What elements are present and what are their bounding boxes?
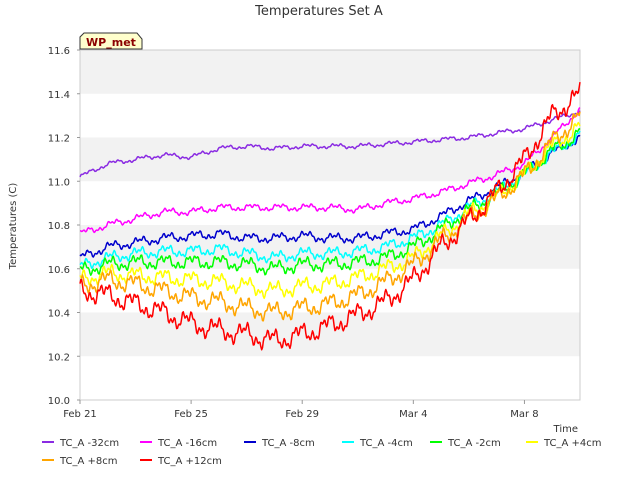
y-tick-label: 11.4 xyxy=(48,90,70,101)
x-tick-label: Feb 29 xyxy=(285,409,319,420)
y-tick-label: 10.2 xyxy=(48,352,70,363)
series-line xyxy=(79,134,581,258)
legend-label: TC_A -16cm xyxy=(157,438,217,449)
x-axis-ticks: Feb 21 Feb 25 Feb 29 Mar 4 Mar 8 xyxy=(63,400,539,420)
legend-label: TC_A -2cm xyxy=(447,438,501,449)
x-tick-label: Mar 4 xyxy=(399,409,427,420)
y-tick-label: 10.4 xyxy=(48,309,70,320)
station-badge: WP_met xyxy=(79,32,143,50)
background-band xyxy=(80,93,580,138)
plot-background-bands xyxy=(80,50,580,400)
series-line xyxy=(79,81,581,351)
background-band xyxy=(80,312,580,357)
y-tick-label: 11.0 xyxy=(48,177,70,188)
series-line xyxy=(79,130,581,269)
series-lines xyxy=(79,81,581,351)
x-axis-label: Time xyxy=(553,424,578,435)
y-tick-label: 11.2 xyxy=(48,134,70,145)
x-tick-label: Feb 25 xyxy=(174,409,208,420)
legend-label: TC_A -32cm xyxy=(59,438,119,449)
legend-label: TC_A -4cm xyxy=(359,438,413,449)
series-line xyxy=(79,110,581,178)
background-band xyxy=(80,137,580,182)
y-axis-ticks: 10.0 10.2 10.4 10.6 10.8 11.0 11.2 11.4 11.6 xyxy=(48,46,80,407)
x-tick-label: Feb 21 xyxy=(63,409,97,420)
legend-label: TC_A +12cm xyxy=(157,456,222,467)
chart-title: Temperatures Set A xyxy=(254,4,383,19)
y-tick-label: 11.6 xyxy=(48,46,70,57)
legend: TC_A -32cm TC_A -16cm TC_A -8cm TC_A -4cm TC… xyxy=(42,438,602,467)
background-band xyxy=(80,356,580,400)
legend-label: TC_A +4cm xyxy=(543,438,602,449)
y-tick-label: 10.6 xyxy=(48,265,70,276)
legend-label: TC_A -8cm xyxy=(261,438,315,449)
series-line xyxy=(80,107,581,234)
legend-label: TC_A +8cm xyxy=(59,456,118,467)
x-tick-label: Mar 8 xyxy=(510,409,538,420)
y-axis-label: Temperatures (C) xyxy=(8,183,19,271)
y-tick-label: 10.8 xyxy=(48,221,70,232)
badge-label: WP_met xyxy=(86,36,136,49)
badge-shape xyxy=(79,32,143,50)
background-band xyxy=(80,50,580,94)
series-line xyxy=(79,111,581,322)
y-tick-label: 10.0 xyxy=(48,396,70,407)
